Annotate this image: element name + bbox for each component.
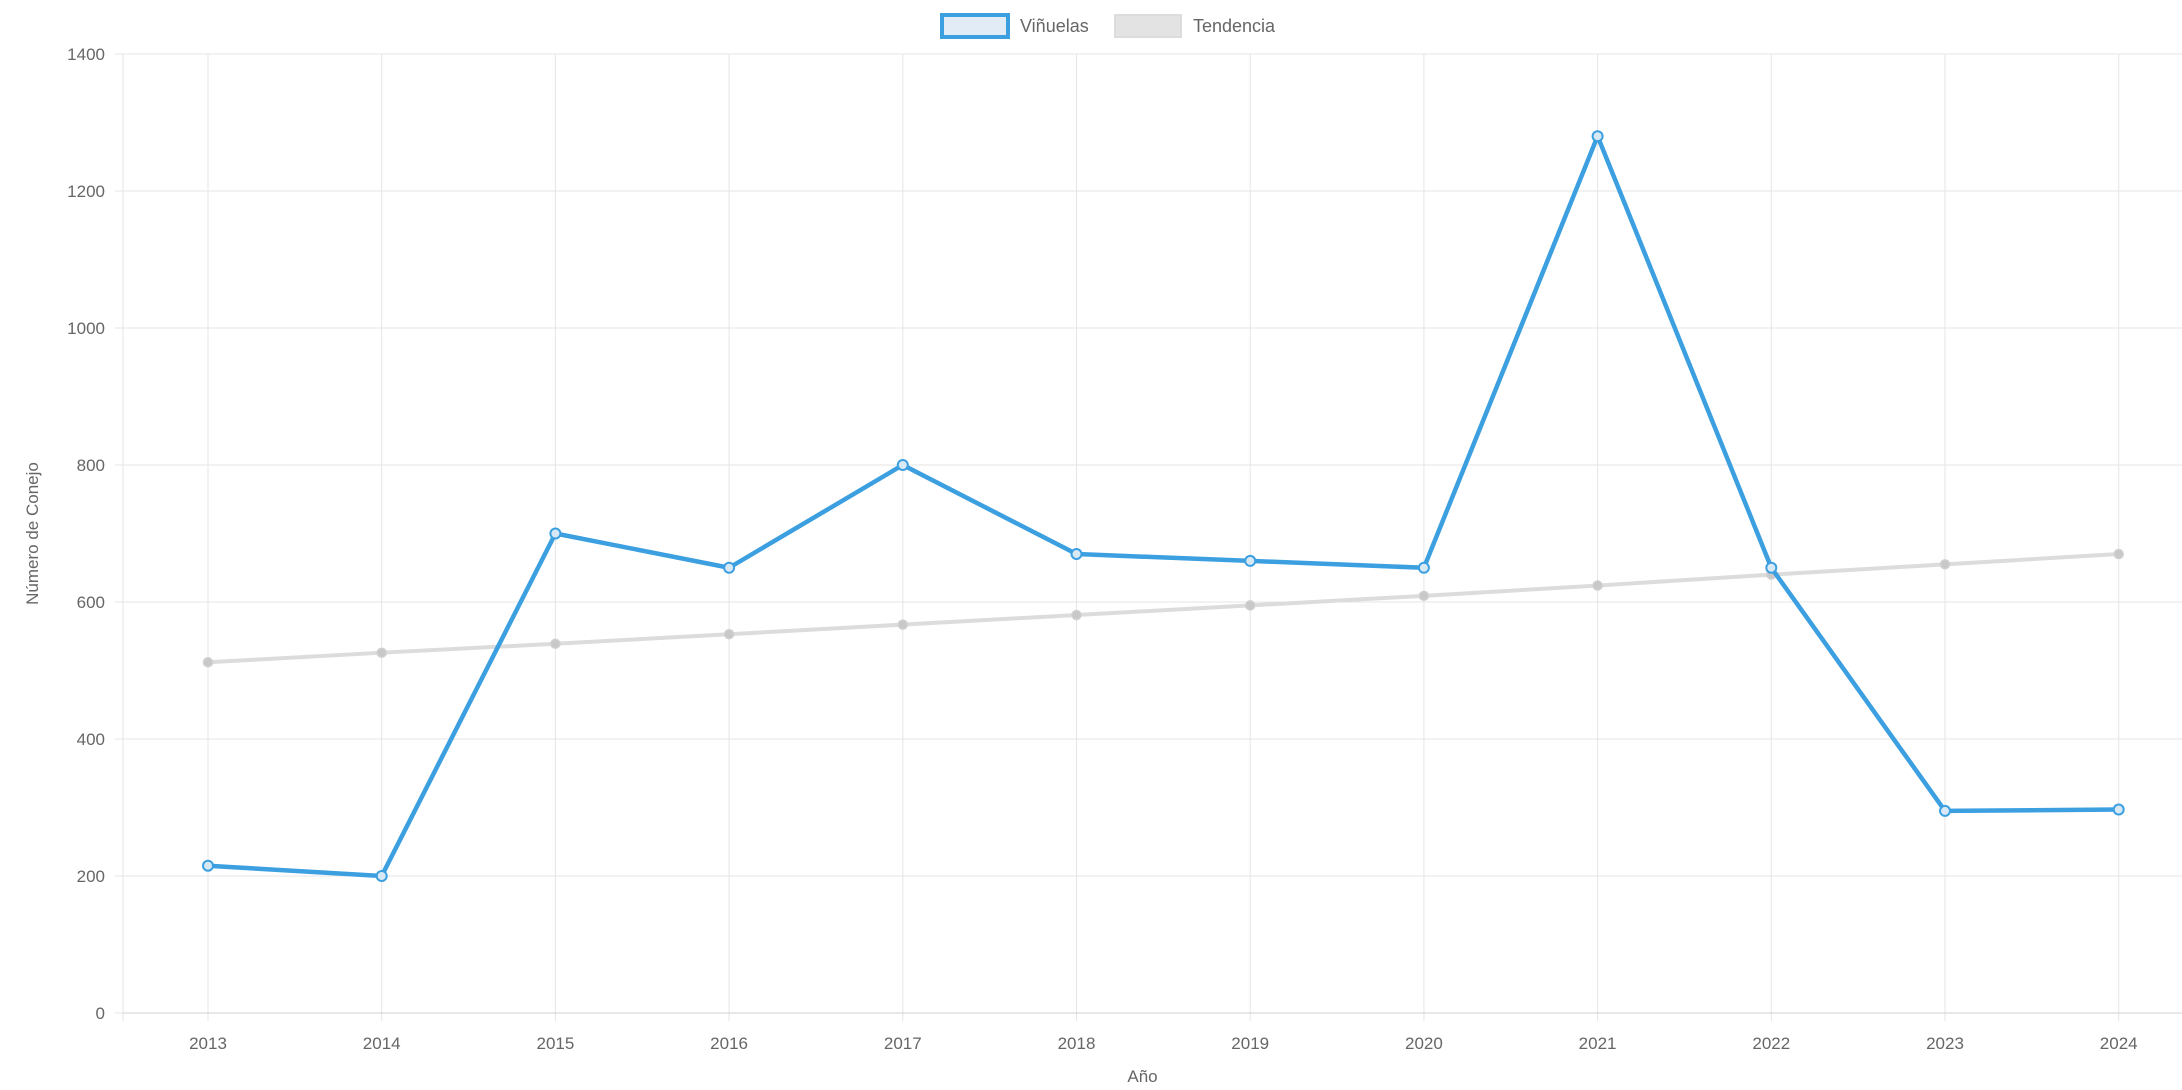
legend-item-vinuelas[interactable]: Viñuelas	[940, 13, 1089, 39]
x-tick-label: 2023	[1926, 1034, 1964, 1053]
series-line-vinuelas	[205, 133, 2121, 879]
x-tick-label: 2022	[1752, 1034, 1790, 1053]
data-point-tendencia[interactable]	[1244, 600, 1256, 611]
data-point-tendencia[interactable]	[202, 657, 214, 668]
data-point-vinuelas[interactable]	[1591, 130, 1604, 143]
data-point-vinuelas[interactable]	[723, 561, 736, 574]
axes: 0 200 400 600 800 1000 1200 1400 2013 2014 2015 201…	[67, 45, 2182, 1053]
data-point-vinuelas[interactable]	[1765, 561, 1778, 574]
data-point-tendencia[interactable]	[550, 638, 561, 650]
data-point-vinuelas[interactable]	[202, 859, 214, 872]
x-tick-label: 2013	[189, 1034, 227, 1053]
x-tick-label: 2019	[1231, 1034, 1269, 1053]
x-tick-label: 2015	[536, 1034, 574, 1053]
x-tick-label: 2020	[1405, 1034, 1443, 1053]
legend-label: Viñuelas	[1020, 16, 1089, 36]
x-axis-title: Año	[1127, 1067, 1157, 1086]
data-point-vinuelas[interactable]	[1070, 548, 1083, 561]
x-tick-label: 2017	[884, 1034, 922, 1053]
y-axis-title: Número de Conejo	[23, 462, 42, 605]
x-tick-label: 2016	[710, 1034, 748, 1053]
data-point-tendencia[interactable]	[1071, 609, 1082, 621]
data-point-tendencia[interactable]	[1418, 590, 1430, 602]
data-point-tendencia[interactable]	[2113, 548, 2124, 560]
legend-swatch	[940, 13, 1010, 39]
y-tick-label: 1200	[67, 182, 105, 201]
data-point-vinuelas[interactable]	[1244, 554, 1257, 567]
data-point-tendencia[interactable]	[1592, 580, 1603, 591]
data-point-tendencia[interactable]	[1939, 559, 1951, 570]
x-tick-label: 2021	[1579, 1034, 1617, 1053]
y-tick-label: 800	[77, 456, 105, 475]
data-point-tendencia[interactable]	[723, 628, 735, 640]
data-point-vinuelas[interactable]	[375, 870, 388, 882]
y-tick-label: 1000	[67, 319, 105, 338]
legend-swatch	[1114, 14, 1182, 38]
x-tick-label: 2018	[1058, 1034, 1096, 1053]
data-point-vinuelas[interactable]	[896, 459, 909, 471]
data-point-tendencia[interactable]	[376, 647, 387, 658]
y-tick-label: 1400	[67, 45, 105, 64]
series	[202, 130, 2125, 882]
data-point-vinuelas[interactable]	[2112, 803, 2125, 816]
y-tick-label: 400	[77, 730, 105, 749]
grid	[123, 53, 2182, 1021]
data-point-tendencia[interactable]	[897, 619, 909, 630]
legend-item-tendencia[interactable]: Tendencia	[1114, 14, 1276, 38]
x-tick-label: 2014	[363, 1034, 401, 1053]
data-point-vinuelas[interactable]	[1417, 561, 1430, 574]
y-tick-label: 600	[77, 593, 105, 612]
data-point-vinuelas[interactable]	[549, 527, 562, 540]
y-tick-label: 0	[96, 1004, 105, 1023]
legend: Viñuelas Tendencia	[940, 13, 1276, 39]
x-tick-label: 2024	[2100, 1034, 2138, 1053]
y-tick-label: 200	[77, 867, 105, 886]
data-point-vinuelas[interactable]	[1939, 804, 1951, 817]
legend-label: Tendencia	[1193, 16, 1276, 36]
series-line-tendencia	[206, 552, 2121, 665]
